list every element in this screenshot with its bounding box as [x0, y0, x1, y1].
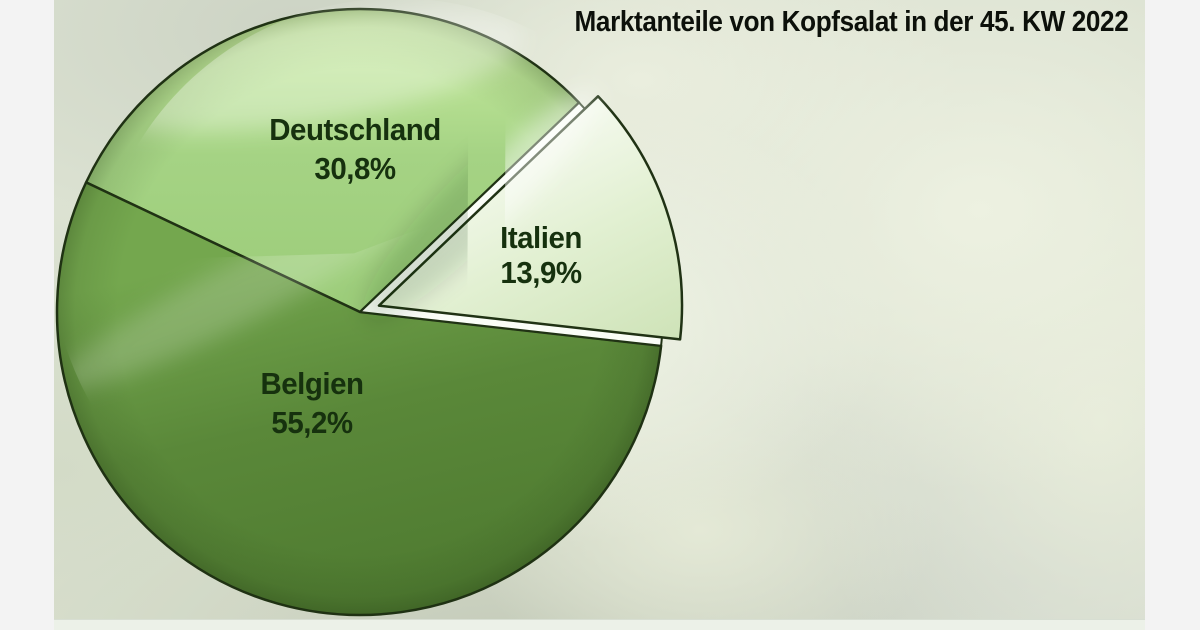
slice-gloss-highlight: [97, 8, 523, 132]
pie-slice-italien: [377, 95, 684, 341]
slice-label-belgien: Belgien 55,2%: [260, 364, 364, 442]
slice-label-italien: Italien 13,9%: [500, 220, 582, 290]
slice-label-deutschland-value: 30,8%: [314, 151, 396, 186]
slice-label-italien-value: 13,9%: [500, 255, 582, 290]
right-gutter: [1145, 0, 1200, 630]
slice-label-deutschland: Deutschland 30,8%: [269, 110, 441, 188]
left-gutter: [0, 0, 54, 630]
slice-label-belgien-name: Belgien: [260, 366, 364, 401]
bottom-strip: [54, 619, 1145, 630]
slice-label-italien-name: Italien: [500, 220, 582, 255]
slice-label-belgien-value: 55,2%: [271, 405, 353, 440]
chart-title: Marktanteile von Kopfsalat in der 45. KW…: [574, 6, 1128, 38]
slice-label-deutschland-name: Deutschland: [269, 112, 441, 147]
